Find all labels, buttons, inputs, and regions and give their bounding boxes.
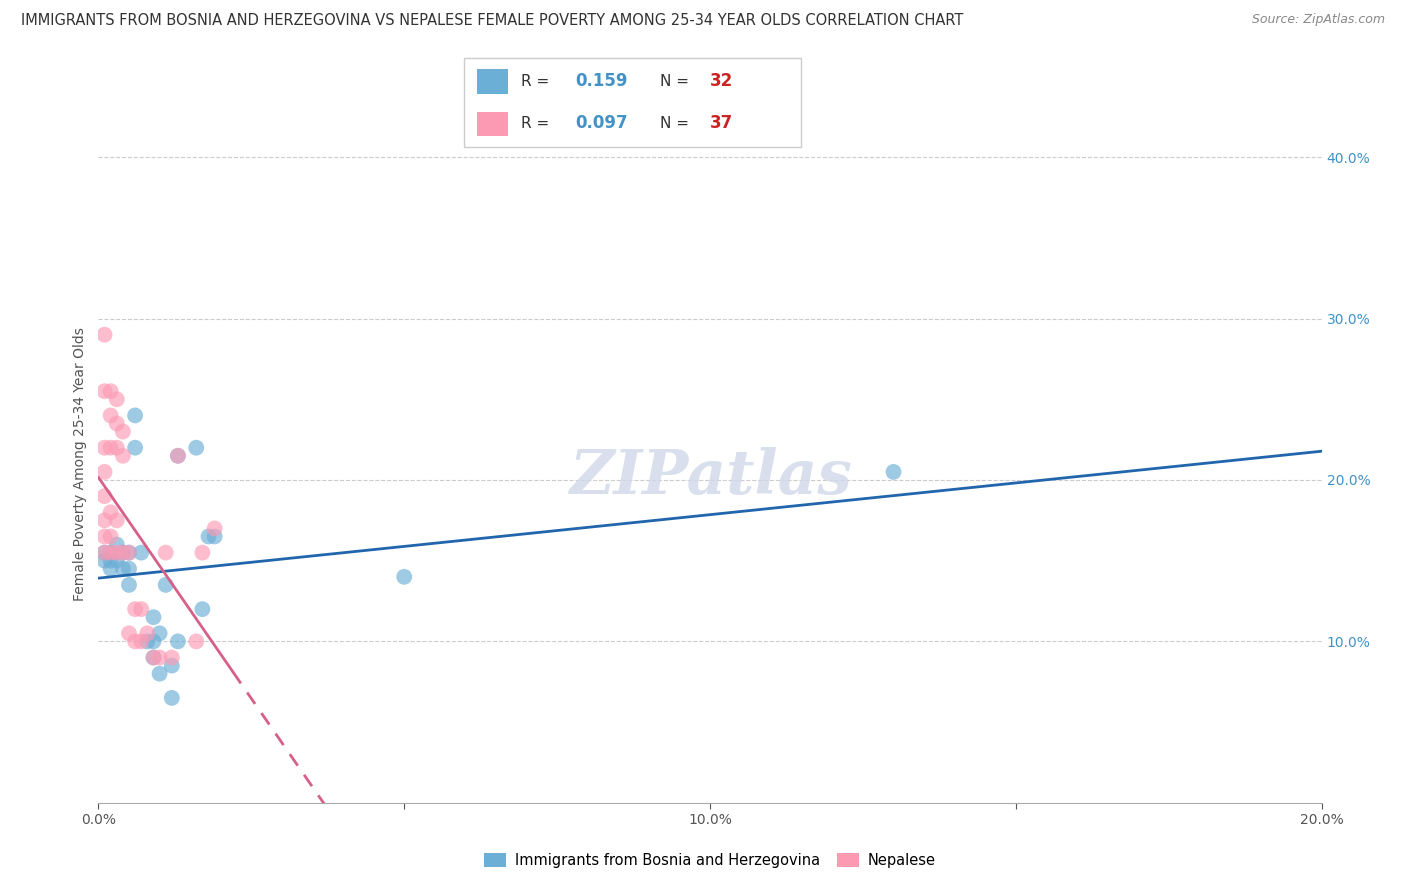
Point <box>111 449 134 463</box>
Point <box>167 449 190 463</box>
Text: 32: 32 <box>710 72 734 90</box>
Text: 0.159: 0.159 <box>575 72 628 90</box>
Point <box>186 441 208 455</box>
Point <box>197 529 219 543</box>
Point <box>124 409 146 423</box>
Point <box>136 634 159 648</box>
Point <box>118 546 141 560</box>
Point <box>100 562 122 576</box>
Point <box>100 441 122 455</box>
Point <box>149 650 172 665</box>
Point <box>142 610 165 624</box>
Point <box>105 441 128 455</box>
Point <box>155 546 177 560</box>
Point <box>105 554 128 568</box>
Text: 37: 37 <box>710 114 734 132</box>
Point <box>129 546 152 560</box>
Text: R =: R = <box>522 74 554 88</box>
Point <box>111 546 134 560</box>
Point <box>149 666 172 681</box>
Point <box>186 634 208 648</box>
Point <box>160 690 183 705</box>
Point <box>93 546 115 560</box>
Point <box>160 658 183 673</box>
Point <box>136 626 159 640</box>
Text: ZIPatlas: ZIPatlas <box>568 448 852 508</box>
Point <box>142 650 165 665</box>
FancyBboxPatch shape <box>464 58 801 147</box>
Point <box>100 546 122 560</box>
Point <box>142 650 165 665</box>
Point <box>105 392 128 407</box>
Point <box>100 505 122 519</box>
Point <box>124 602 146 616</box>
Point <box>93 554 115 568</box>
Point <box>93 546 115 560</box>
Point <box>204 521 226 535</box>
Point <box>149 626 172 640</box>
Point <box>118 546 141 560</box>
Point <box>93 489 115 503</box>
Point <box>100 554 122 568</box>
Point <box>100 546 122 560</box>
Legend: Immigrants from Bosnia and Herzegovina, Nepalese: Immigrants from Bosnia and Herzegovina, … <box>478 847 942 873</box>
Point <box>93 327 115 342</box>
Point <box>191 546 214 560</box>
Point <box>93 441 115 455</box>
Point <box>93 384 115 399</box>
Point <box>129 634 152 648</box>
Point <box>93 529 115 543</box>
Point <box>118 626 141 640</box>
Point <box>111 562 134 576</box>
Text: IMMIGRANTS FROM BOSNIA AND HERZEGOVINA VS NEPALESE FEMALE POVERTY AMONG 25-34 YE: IMMIGRANTS FROM BOSNIA AND HERZEGOVINA V… <box>21 13 963 29</box>
Point <box>142 634 165 648</box>
Point <box>124 441 146 455</box>
Point <box>93 465 115 479</box>
Point <box>129 602 152 616</box>
Y-axis label: Female Poverty Among 25-34 Year Olds: Female Poverty Among 25-34 Year Olds <box>73 326 87 601</box>
Point <box>167 449 190 463</box>
Text: Source: ZipAtlas.com: Source: ZipAtlas.com <box>1251 13 1385 27</box>
Text: N =: N = <box>659 74 693 88</box>
Point <box>100 529 122 543</box>
Point <box>392 570 416 584</box>
Point <box>118 578 141 592</box>
Point <box>167 634 190 648</box>
Text: 0.097: 0.097 <box>575 114 628 132</box>
Point <box>105 417 128 431</box>
Point <box>105 537 128 551</box>
FancyBboxPatch shape <box>478 69 508 94</box>
Point <box>100 384 122 399</box>
Point <box>111 546 134 560</box>
Text: N =: N = <box>659 116 693 130</box>
Point <box>105 513 128 527</box>
Point <box>204 529 226 543</box>
Point <box>100 409 122 423</box>
FancyBboxPatch shape <box>478 112 508 136</box>
Point <box>105 546 128 560</box>
Point <box>160 650 183 665</box>
Point <box>118 562 141 576</box>
Text: R =: R = <box>522 116 554 130</box>
Point <box>93 513 115 527</box>
Point <box>155 578 177 592</box>
Point <box>883 465 905 479</box>
Point <box>111 425 134 439</box>
Point <box>191 602 214 616</box>
Point <box>124 634 146 648</box>
